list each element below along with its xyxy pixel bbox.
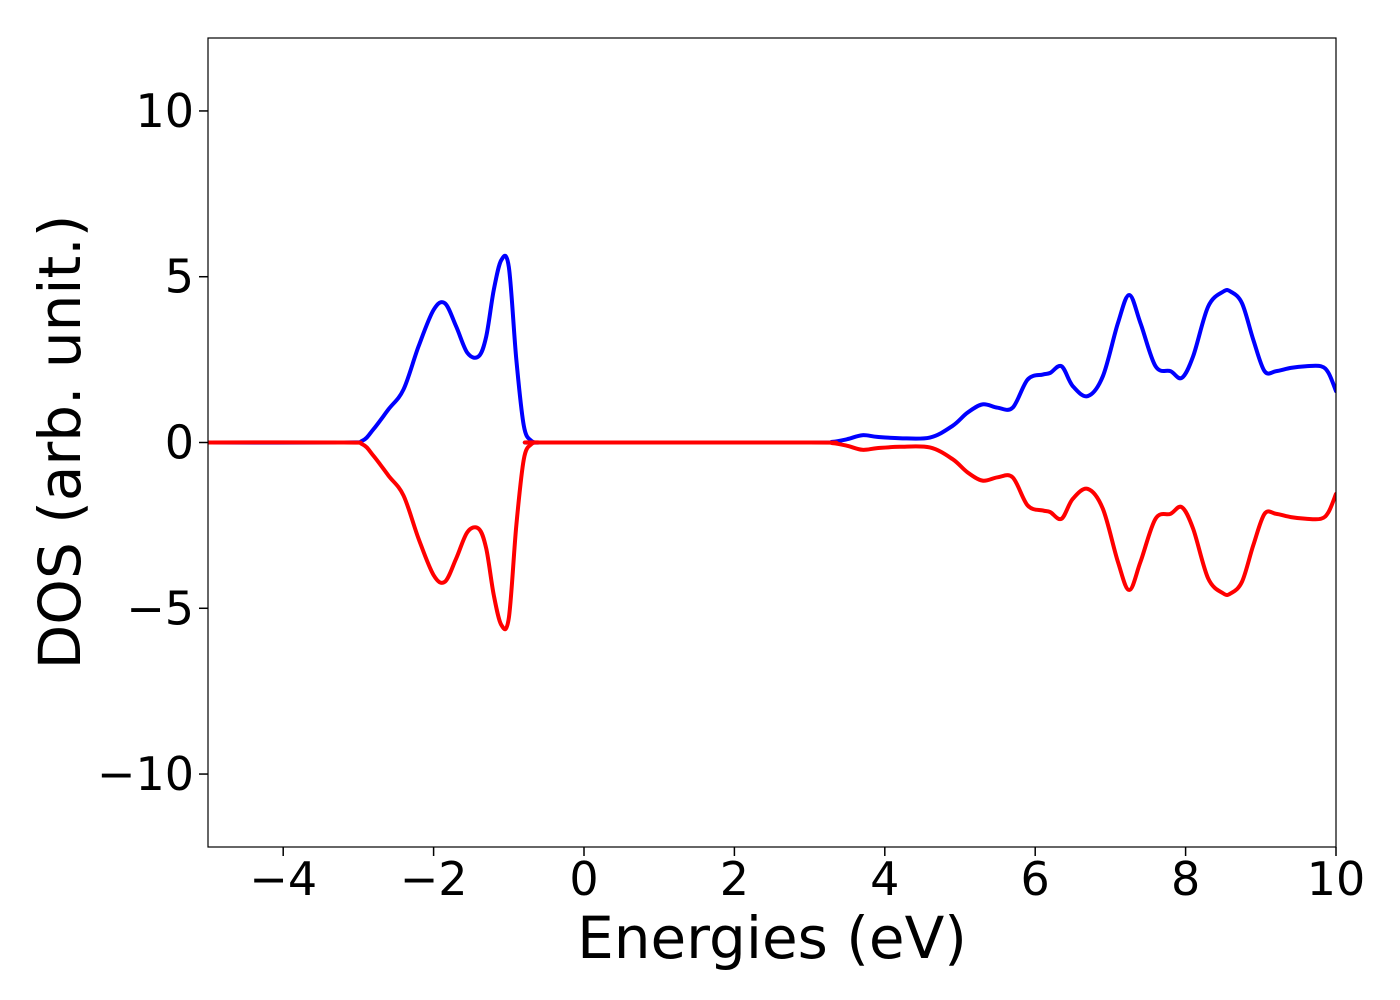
series-line-spin-up	[208, 253, 1336, 445]
x-tick-label: 8	[1171, 852, 1200, 906]
y-tick-label: 5	[165, 250, 194, 304]
x-tick-label: 4	[870, 852, 899, 906]
x-tick-label: 0	[569, 852, 598, 906]
x-tick-label: 2	[720, 852, 749, 906]
y-axis-label: DOS (arb. unit.)	[26, 215, 94, 670]
x-tick-label: 10	[1307, 852, 1366, 906]
y-tick-label: 0	[165, 416, 194, 470]
x-axis-label: Energies (eV)	[577, 904, 967, 972]
x-tick-label: 6	[1021, 852, 1050, 906]
y-tick-label: −10	[97, 747, 194, 801]
series-line-spin-down	[208, 440, 1336, 632]
y-tick-label: −5	[126, 581, 194, 635]
x-tick-label: −4	[249, 852, 317, 906]
x-tick-label: −2	[400, 852, 468, 906]
y-tick-label: 10	[135, 84, 194, 138]
